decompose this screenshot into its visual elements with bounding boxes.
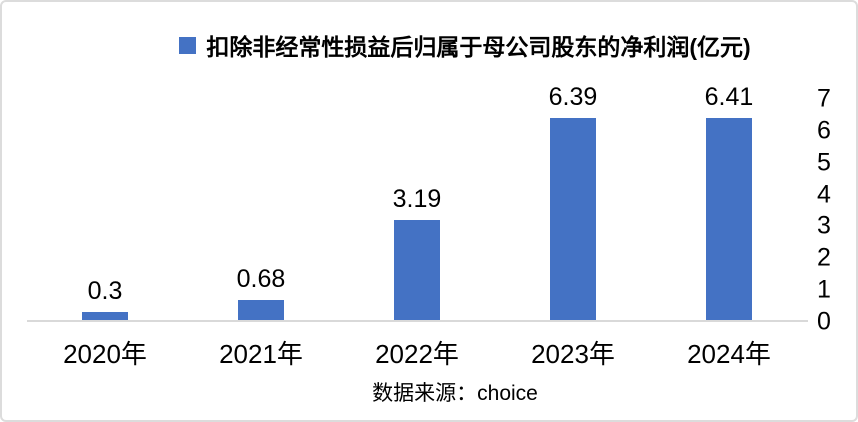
bar-group: 6.41: [651, 84, 807, 322]
bar-group: 0.3: [27, 99, 183, 322]
bar-value-label: 0.3: [87, 277, 123, 306]
bar-group: 3.19: [339, 99, 495, 322]
y-tick-label: 0: [817, 307, 831, 336]
legend-label: 扣除非经常性损益后归属于母公司股东的净利润(亿元): [206, 34, 751, 60]
bar: [394, 220, 440, 322]
bar-group: 0.68: [183, 99, 339, 322]
y-tick-label: 6: [817, 116, 831, 145]
x-axis-baseline: [27, 320, 808, 322]
x-axis-label: 2023年: [531, 339, 615, 369]
bar-value-label: 6.39: [548, 83, 598, 112]
bar: [550, 118, 596, 322]
bar: [706, 117, 752, 322]
y-tick-label: 5: [817, 148, 831, 177]
source-note: 数据来源：choice: [372, 382, 538, 405]
legend: 扣除非经常性损益后归属于母公司股东的净利润(亿元): [38, 28, 856, 62]
y-tick-label: 1: [817, 275, 831, 304]
bar-group: 6.39: [495, 85, 651, 322]
bar-value-label: 6.41: [704, 82, 754, 111]
x-axis-label: 2020年: [63, 339, 147, 369]
x-axis: 2020年 2021年 2022年 2023年 2024年: [27, 334, 807, 371]
legend-color-swatch-icon: [179, 36, 197, 54]
x-axis-label: 2024年: [687, 339, 771, 369]
x-axis-label: 2022年: [375, 339, 459, 369]
y-tick-label: 2: [817, 243, 831, 272]
y-tick-label: 4: [817, 180, 831, 209]
bar: [82, 312, 128, 322]
y-tick-label: 3: [817, 211, 831, 240]
plot-area: 0.3 0.68 3.19 6.39 6.41: [27, 84, 807, 322]
x-axis-label: 2021年: [219, 339, 303, 369]
bar-value-label: 0.68: [236, 265, 286, 294]
bar: [238, 300, 284, 322]
y-tick-label: 7: [817, 84, 831, 113]
bar-value-label: 3.19: [392, 185, 442, 214]
